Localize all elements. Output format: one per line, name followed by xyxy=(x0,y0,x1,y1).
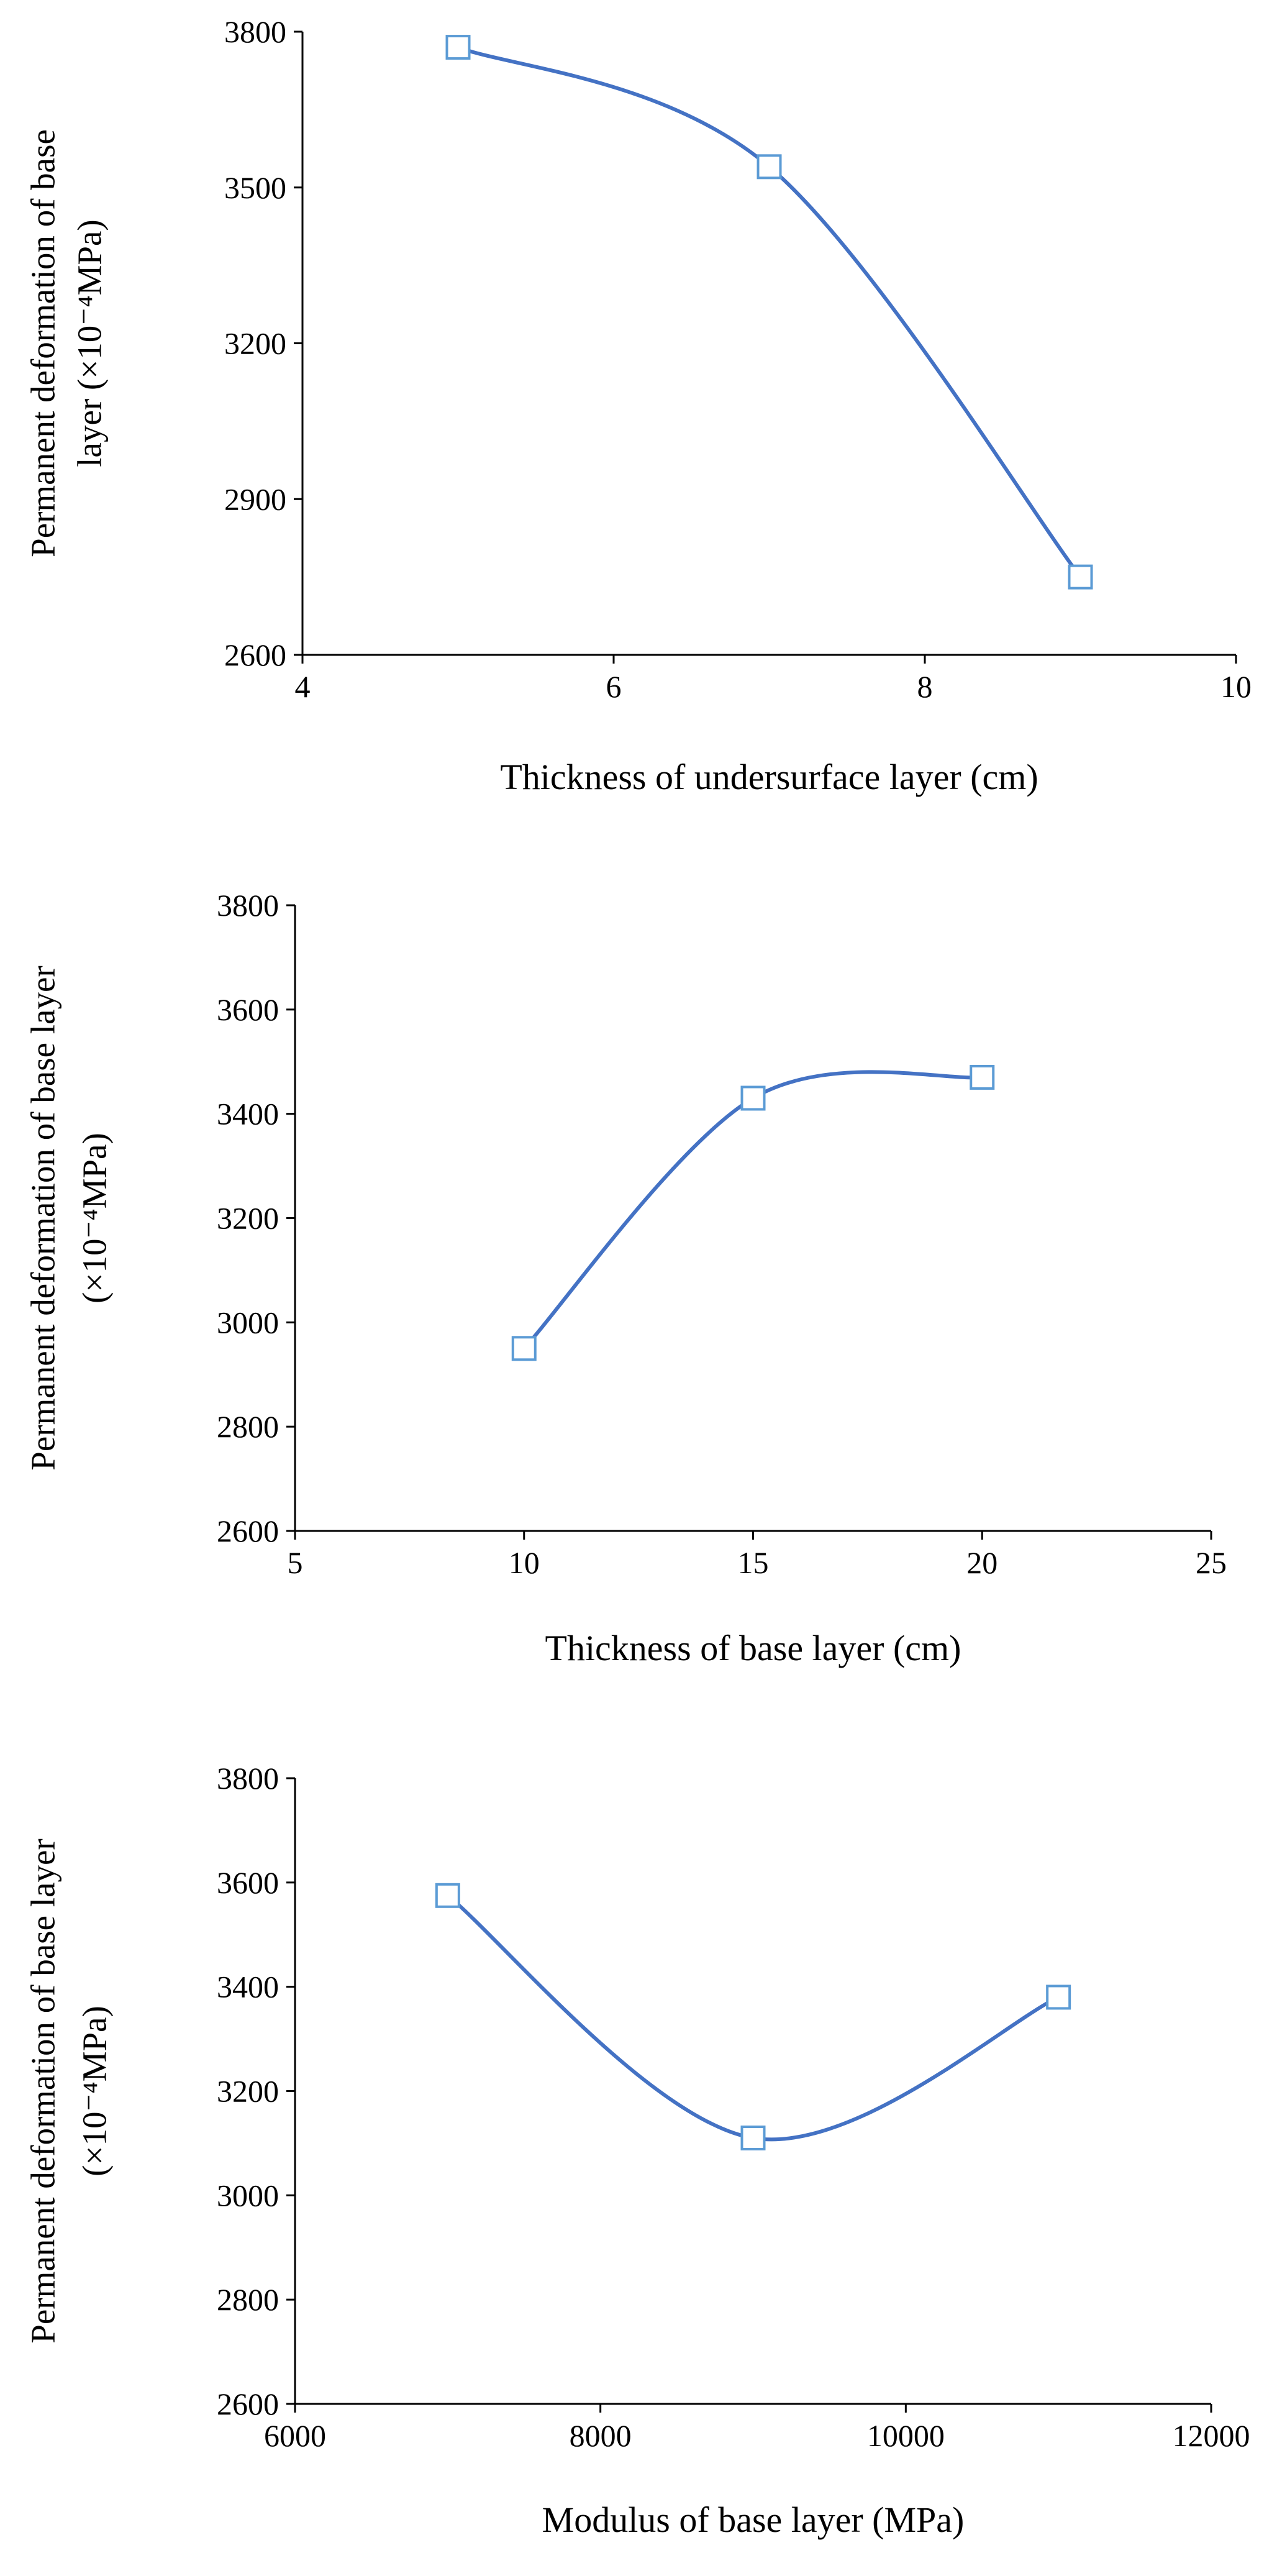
y-axis-title-line: layer (×10⁻⁴MPa) xyxy=(71,219,109,467)
y-tick-label: 3400 xyxy=(217,1970,279,2004)
y-tick-label: 3000 xyxy=(217,1305,279,1340)
data-point-marker xyxy=(1068,564,1093,590)
y-axis-title-line: Permanent deformation of base layer xyxy=(24,966,62,1470)
y-tick-label: 2900 xyxy=(224,482,286,516)
y-tick-label: 3600 xyxy=(217,992,279,1027)
x-tick-label: 12000 xyxy=(1173,2418,1250,2453)
chart-thickness-base: 2600 2800 3000 3200 3400 3600 3800 5 10 15 20 25 Thi… xyxy=(24,888,1227,1668)
y-tick-label: 3200 xyxy=(217,2074,279,2109)
series-line xyxy=(445,1893,1061,2142)
data-point-marker xyxy=(757,154,782,180)
y-tick-label: 3800 xyxy=(224,14,286,49)
chart-thickness-undersurface: 2600 2900 3200 3500 3800 4 6 8 10 Thickness of un… xyxy=(24,14,1252,797)
x-tick-label: 20 xyxy=(966,1545,998,1580)
y-tick-label: 3600 xyxy=(217,1865,279,1900)
y-tick-label: 3800 xyxy=(217,888,279,923)
data-point-marker xyxy=(740,2126,766,2151)
x-axis-title: Thickness of base layer (cm) xyxy=(545,1628,961,1668)
x-tick-label: 8000 xyxy=(570,2418,632,2453)
y-tick-label: 3200 xyxy=(217,1201,279,1236)
x-tick-label: 4 xyxy=(295,669,311,704)
x-tick-label: 8 xyxy=(917,669,933,704)
data-point-marker xyxy=(970,1064,995,1090)
x-tick-label: 10000 xyxy=(867,2418,945,2453)
y-axis-title-line: (×10⁻⁴MPa) xyxy=(76,1133,114,1304)
y-tick-label: 2800 xyxy=(217,1409,279,1444)
y-tick-label: 3500 xyxy=(224,170,286,205)
x-tick-label: 10 xyxy=(509,1545,540,1580)
y-axis-title-line: (×10⁻⁴MPa) xyxy=(76,2006,114,2176)
series-line xyxy=(522,1070,984,1351)
y-tick-label: 2600 xyxy=(217,2386,279,2421)
data-point-marker xyxy=(1046,1985,1071,2010)
y-tick-label: 2600 xyxy=(224,637,286,672)
data-point-marker xyxy=(445,35,471,60)
y-tick-label: 2600 xyxy=(217,1514,279,1548)
data-point-marker xyxy=(511,1336,537,1361)
y-axis-title-line: Permanent deformation of base layer xyxy=(24,1838,62,2343)
x-tick-label: 6 xyxy=(606,669,622,704)
x-axis-title: Modulus of base layer (MPa) xyxy=(542,2500,965,2540)
y-tick-label: 3200 xyxy=(224,326,286,361)
data-point-marker xyxy=(435,1883,460,1908)
x-axis-title: Thickness of undersurface layer (cm) xyxy=(500,757,1038,797)
x-tick-label: 6000 xyxy=(264,2418,326,2453)
series-line xyxy=(456,45,1083,579)
x-tick-label: 25 xyxy=(1196,1545,1227,1580)
y-tick-label: 3800 xyxy=(217,1761,279,1796)
x-tick-label: 5 xyxy=(288,1545,303,1580)
x-tick-label: 15 xyxy=(738,1545,769,1580)
y-tick-label: 3400 xyxy=(217,1097,279,1131)
y-axis-title-line: Permanent deformation of base xyxy=(24,129,62,557)
y-tick-label: 3000 xyxy=(217,2178,279,2213)
data-point-marker xyxy=(740,1085,766,1111)
y-tick-label: 2800 xyxy=(217,2282,279,2317)
x-tick-label: 10 xyxy=(1220,669,1252,704)
chart-modulus-base: 2600 2800 3000 3200 3400 3600 3800 6000 8000 1000… xyxy=(24,1761,1250,2540)
